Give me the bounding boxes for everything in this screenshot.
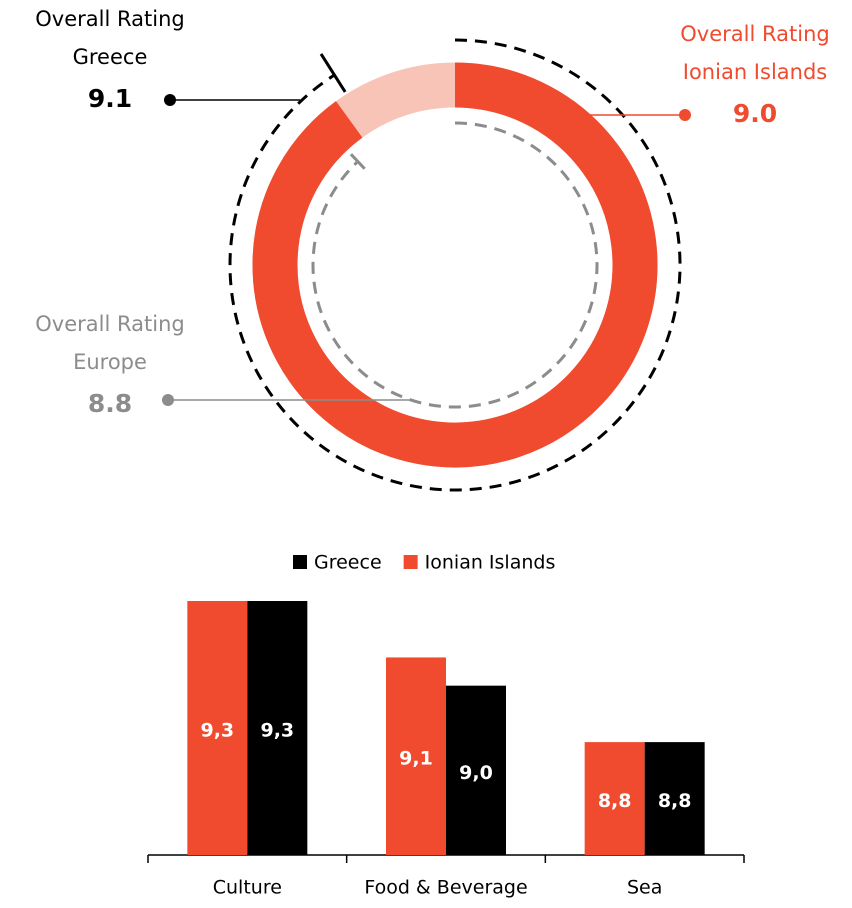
bar-value-label: 9,1 <box>399 748 433 770</box>
gauge-tick <box>349 153 366 170</box>
rating-name: Ionian Islands <box>683 60 827 84</box>
rating-label: Overall Rating <box>680 22 829 46</box>
legend-swatch <box>293 555 307 569</box>
rating-value: 8.8 <box>88 389 132 418</box>
x-tick-label: Culture <box>213 877 282 899</box>
x-tick-label: Sea <box>627 877 662 899</box>
rating-label: Overall Rating <box>35 312 184 336</box>
bar <box>644 742 705 855</box>
x-tick-label: Food & Beverage <box>364 877 527 899</box>
leader-dot <box>162 394 174 406</box>
rating-value: 9.0 <box>733 99 777 128</box>
bar <box>584 742 645 855</box>
rating-name: Greece <box>73 45 148 69</box>
rating-label: Overall Rating <box>35 7 184 31</box>
legend-swatch <box>403 555 418 569</box>
legend-label: Greece <box>314 552 382 574</box>
bar-value-label: 8,8 <box>598 790 632 812</box>
bar <box>247 601 308 855</box>
bar <box>386 657 446 855</box>
leader-dot <box>679 109 691 121</box>
rating-value: 9.1 <box>88 84 132 113</box>
bar-value-label: 8,8 <box>658 790 692 812</box>
gauge-arc <box>252 62 658 468</box>
bar-value-label: 9,0 <box>459 762 493 784</box>
rating-name: Europe <box>73 350 147 374</box>
bar-value-label: 9,3 <box>200 720 234 742</box>
legend-label: Ionian Islands <box>425 552 556 574</box>
gauge-arc <box>228 38 682 492</box>
bar <box>187 601 248 855</box>
gauge-arc <box>311 121 599 409</box>
gauge-tick <box>319 53 347 93</box>
bar-value-label: 9,3 <box>260 720 294 742</box>
bar <box>446 685 506 855</box>
leader-dot <box>164 94 176 106</box>
